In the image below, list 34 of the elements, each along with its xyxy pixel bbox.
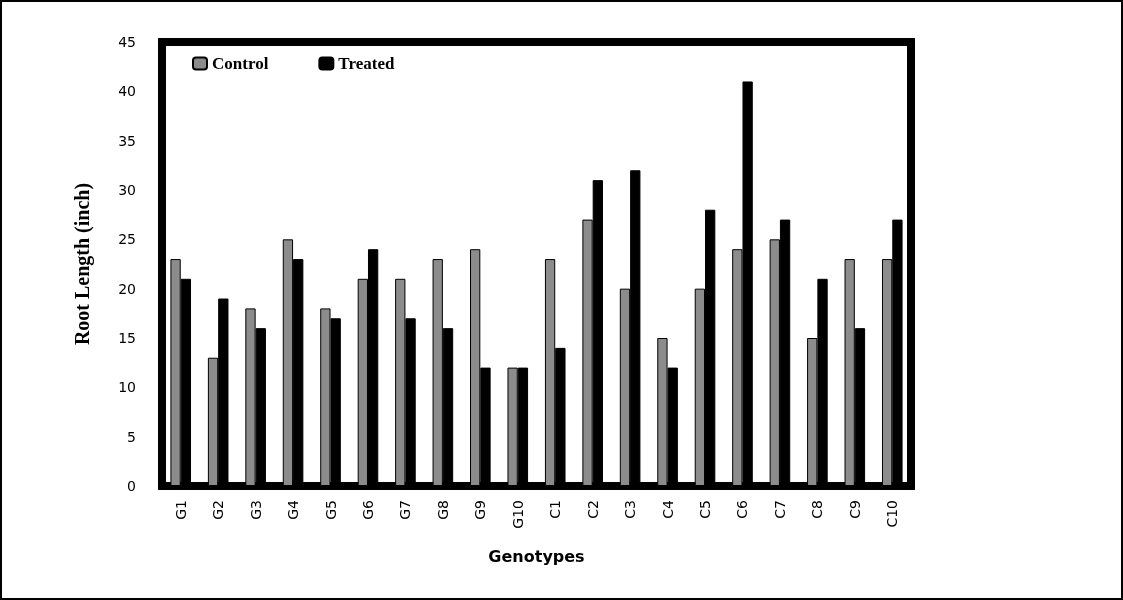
y-tick-label: 10 [118,379,136,396]
legend-label: Control [212,54,269,73]
x-tick-label: G8 [434,500,451,520]
x-tick-label: G7 [397,500,414,520]
x-tick-label: C3 [622,500,639,519]
x-tick-label: C1 [547,500,564,519]
x-tick-label: G1 [172,500,189,520]
x-tick-label: G10 [509,500,526,529]
y-tick-label: 15 [118,330,136,346]
x-tick-label: C8 [809,500,826,519]
x-tick-label: C2 [584,500,601,519]
y-axis-title: Root Length (inch) [71,182,94,346]
x-tick-label: G4 [285,499,302,520]
y-tick-label: 20 [118,280,136,297]
y-tick-label: 35 [118,132,136,149]
y-tick-label: 30 [118,182,136,198]
x-tick-label: G5 [322,500,339,520]
y-tick-label: 0 [127,478,136,494]
x-tick-label: G3 [247,500,264,520]
x-tick-label: C4 [659,499,676,519]
x-tick-label: C6 [734,499,751,519]
y-tick-label: 25 [118,231,136,248]
x-tick-label: G6 [359,499,376,520]
x-tick-label: C7 [771,500,788,519]
legend-label: Treated [338,54,395,73]
x-tick-label: G2 [210,500,227,520]
y-tick-label: 45 [118,34,136,50]
x-axis-title: Genotypes [488,546,585,566]
x-tick-label: C5 [697,500,714,519]
x-tick-label: C9 [846,500,863,519]
x-tick-label: G9 [472,500,489,520]
x-tick-label: C10 [884,500,901,528]
y-tick-label: 5 [127,428,136,445]
y-tick-label: 40 [118,83,136,100]
